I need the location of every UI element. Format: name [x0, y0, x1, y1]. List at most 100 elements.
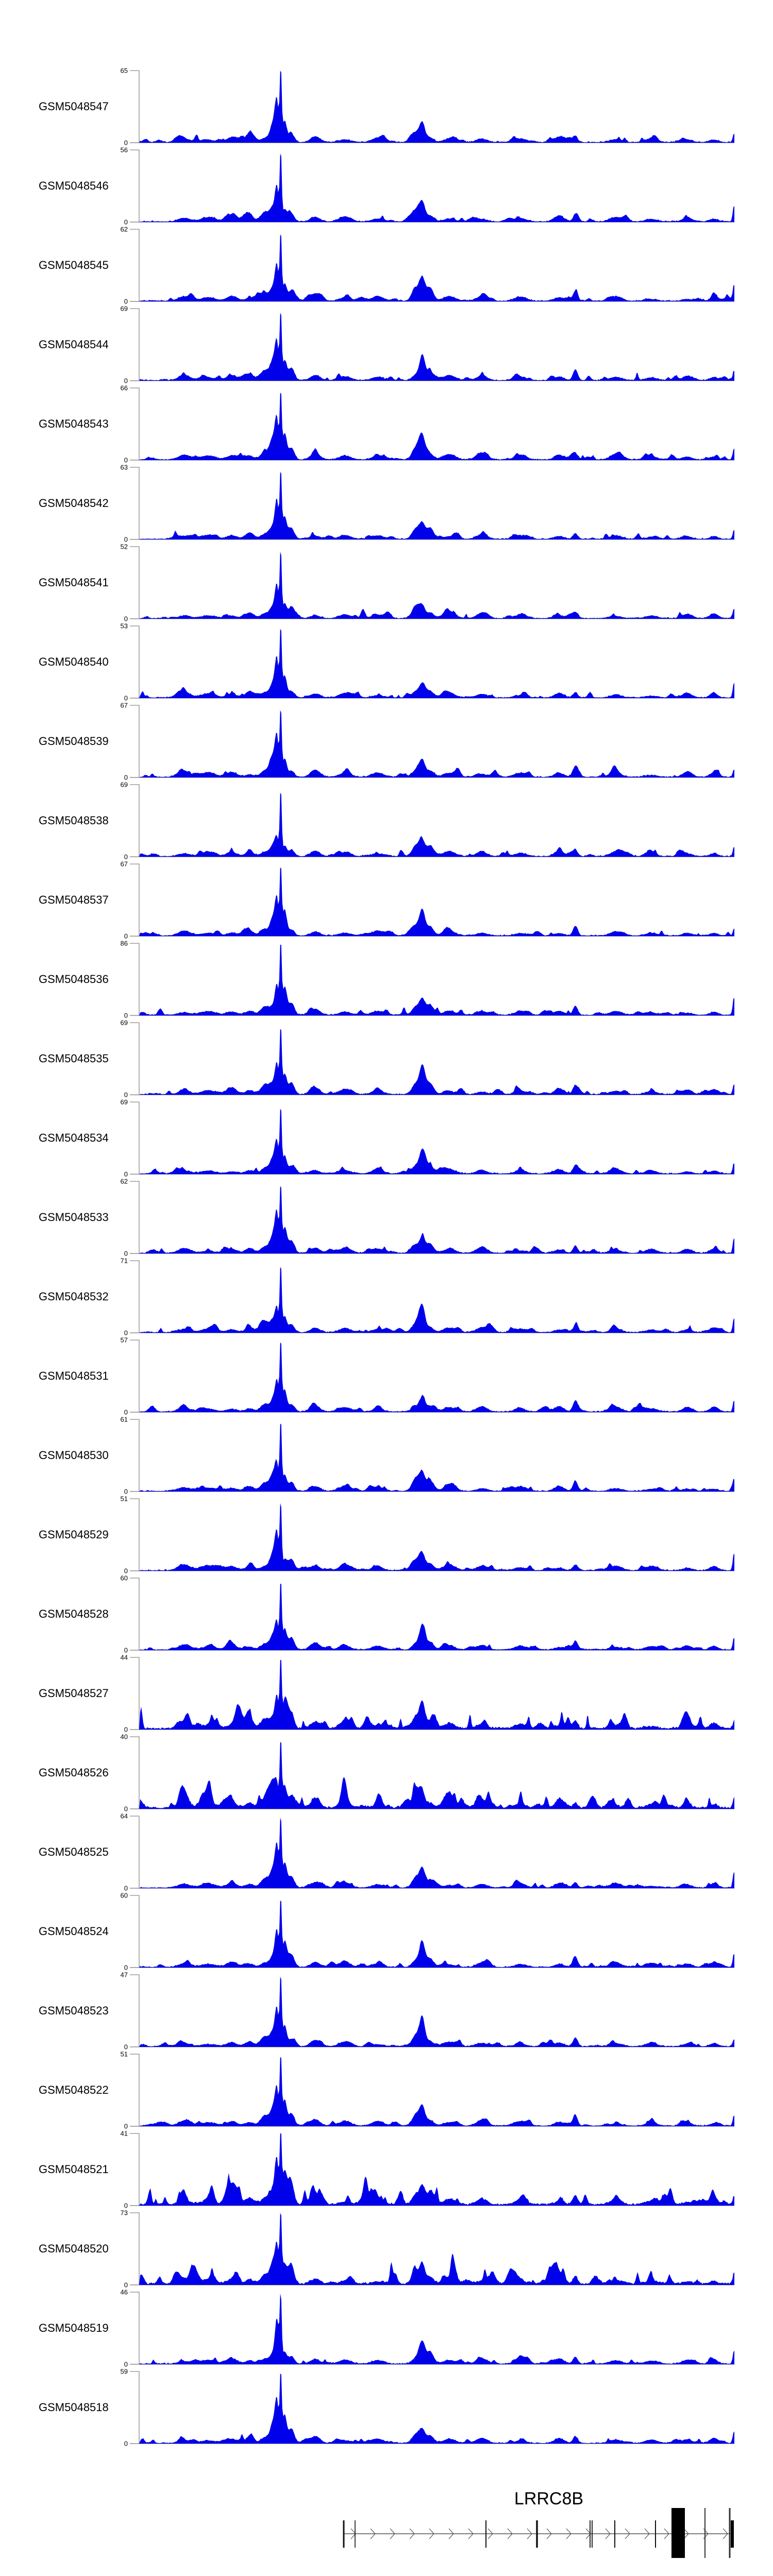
signal-plot — [130, 1340, 734, 1413]
yaxis-zero-label: 0 — [124, 853, 128, 861]
track-label: GSM5048527 — [39, 1687, 109, 1700]
track-label: GSM5048526 — [39, 1766, 109, 1779]
yaxis-zero-label: 0 — [124, 615, 128, 623]
yaxis-max-label: 73 — [120, 2209, 128, 2217]
signal-track-row: GSM5048543 66 0 — [0, 384, 773, 464]
track-label: GSM5048543 — [39, 417, 109, 430]
track-label: GSM5048545 — [39, 259, 109, 272]
yaxis-max-label: 57 — [120, 1336, 128, 1344]
yaxis-zero-label: 0 — [124, 1646, 128, 1654]
yaxis-max-label: 41 — [120, 2129, 128, 2138]
signal-track-row: GSM5048537 67 0 — [0, 860, 773, 940]
yaxis-zero-label: 0 — [124, 932, 128, 940]
signal-track-row: GSM5048534 69 0 — [0, 1098, 773, 1178]
signal-track-row: GSM5048547 65 0 — [0, 66, 773, 147]
yaxis-max-label: 69 — [120, 304, 128, 313]
yaxis-max-label: 62 — [120, 225, 128, 233]
track-label: GSM5048540 — [39, 655, 109, 668]
signal-plot — [130, 943, 734, 1016]
track-label: GSM5048539 — [39, 735, 109, 748]
signal-plot — [130, 705, 734, 778]
signal-plot — [130, 1419, 734, 1492]
yaxis-max-label: 65 — [120, 66, 128, 75]
signal-plot — [130, 1181, 734, 1254]
track-label: GSM5048528 — [39, 1607, 109, 1620]
yaxis-zero-label: 0 — [124, 2281, 128, 2289]
signal-track-row: GSM5048536 86 0 — [0, 939, 773, 1020]
yaxis-max-label: 52 — [120, 543, 128, 551]
signal-plot — [130, 2292, 734, 2365]
signal-track-row: GSM5048546 56 0 — [0, 146, 773, 226]
signal-plot — [130, 784, 734, 857]
signal-plot — [130, 2054, 734, 2127]
track-label: GSM5048544 — [39, 338, 109, 351]
signal-track-row: GSM5048540 53 0 — [0, 622, 773, 702]
track-label: GSM5048519 — [39, 2321, 109, 2334]
track-label: GSM5048529 — [39, 1528, 109, 1541]
track-label: GSM5048525 — [39, 1845, 109, 1858]
yaxis-zero-label: 0 — [124, 2043, 128, 2051]
yaxis-max-label: 47 — [120, 1971, 128, 1979]
gene-track-section: LRRC8B — [0, 2488, 773, 2576]
signal-track-row: GSM5048541 52 0 — [0, 543, 773, 623]
signal-plot — [130, 546, 734, 619]
signal-track-row: GSM5048532 71 0 — [0, 1257, 773, 1337]
yaxis-max-label: 51 — [120, 2050, 128, 2058]
yaxis-max-label: 64 — [120, 1812, 128, 1820]
yaxis-zero-label: 0 — [124, 773, 128, 782]
signal-track-row: GSM5048521 41 0 — [0, 2129, 773, 2210]
yaxis-max-label: 69 — [120, 1098, 128, 1106]
track-label: GSM5048522 — [39, 2083, 109, 2096]
yaxis-max-label: 86 — [120, 939, 128, 947]
signal-track-row: GSM5048524 60 0 — [0, 1892, 773, 1972]
yaxis-zero-label: 0 — [124, 1567, 128, 1575]
signal-track-row: GSM5048522 51 0 — [0, 2050, 773, 2130]
yaxis-max-label: 69 — [120, 1019, 128, 1027]
yaxis-max-label: 53 — [120, 622, 128, 630]
yaxis-zero-label: 0 — [124, 1805, 128, 1813]
signal-track-row: GSM5048523 47 0 — [0, 1971, 773, 2051]
signal-plot — [130, 308, 734, 381]
yaxis-max-label: 46 — [120, 2288, 128, 2296]
yaxis-zero-label: 0 — [124, 2360, 128, 2368]
yaxis-zero-label: 0 — [124, 2122, 128, 2130]
yaxis-zero-label: 0 — [124, 297, 128, 306]
signal-plot — [130, 1816, 734, 1889]
signal-track-row: GSM5048528 60 0 — [0, 1574, 773, 1654]
track-label: GSM5048523 — [39, 2004, 109, 2017]
track-label: GSM5048520 — [39, 2242, 109, 2255]
yaxis-zero-label: 0 — [124, 139, 128, 147]
yaxis-zero-label: 0 — [124, 1011, 128, 1020]
track-label: GSM5048533 — [39, 1211, 109, 1224]
track-label: GSM5048546 — [39, 179, 109, 192]
yaxis-zero-label: 0 — [124, 1487, 128, 1496]
yaxis-zero-label: 0 — [124, 1884, 128, 1892]
gene-model — [343, 2508, 734, 2558]
track-label: GSM5048521 — [39, 2163, 109, 2176]
yaxis-zero-label: 0 — [124, 1249, 128, 1258]
signal-plot — [130, 467, 734, 540]
signal-track-row: GSM5048533 62 0 — [0, 1177, 773, 1258]
track-label: GSM5048524 — [39, 1925, 109, 1938]
signal-plot — [130, 1022, 734, 1095]
signal-track-row: GSM5048529 51 0 — [0, 1495, 773, 1575]
track-label: GSM5048534 — [39, 1131, 109, 1144]
yaxis-max-label: 62 — [120, 1177, 128, 1185]
yaxis-zero-label: 0 — [124, 1408, 128, 1416]
signal-plot — [130, 387, 734, 461]
signal-plot — [130, 1736, 734, 1809]
signal-plot — [130, 863, 734, 937]
signal-track-row: GSM5048531 57 0 — [0, 1336, 773, 1416]
yaxis-max-label: 61 — [120, 1415, 128, 1423]
yaxis-max-label: 69 — [120, 781, 128, 789]
yaxis-max-label: 59 — [120, 2367, 128, 2376]
track-label: GSM5048535 — [39, 1052, 109, 1065]
signal-plot — [130, 1498, 734, 1571]
signal-plot — [130, 2371, 734, 2444]
signal-plot — [130, 1101, 734, 1175]
yaxis-zero-label: 0 — [124, 456, 128, 464]
signal-track-row: GSM5048542 63 0 — [0, 464, 773, 544]
track-label: GSM5048542 — [39, 497, 109, 510]
yaxis-zero-label: 0 — [124, 535, 128, 544]
